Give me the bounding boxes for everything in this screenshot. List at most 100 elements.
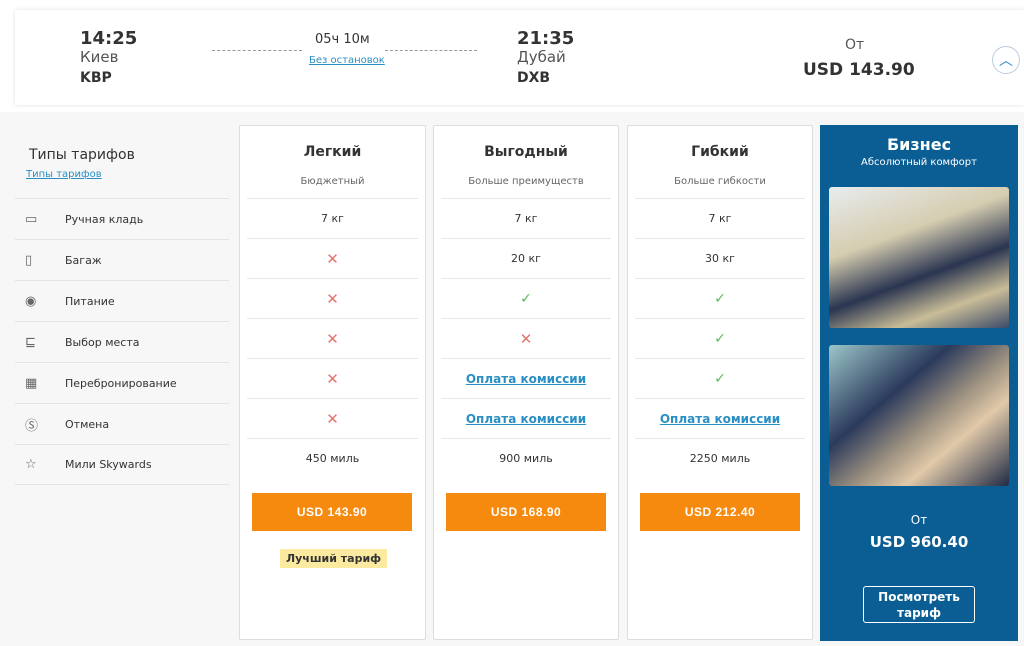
fare-row: ✕ <box>247 238 418 278</box>
feature-row: ▯ Багаж <box>15 239 229 280</box>
fare-row: Оплата комиссии <box>441 398 611 438</box>
fare-name: Гибкий <box>691 144 749 160</box>
feature-row: ▭ Ручная кладь <box>15 198 229 239</box>
fare-row: ✓ <box>635 318 805 358</box>
from-label: От <box>845 37 865 53</box>
fare-row: 2250 миль <box>635 438 805 478</box>
route-line <box>385 50 477 51</box>
fare-row: 30 кг <box>635 238 805 278</box>
fee-link[interactable]: Оплата комиссии <box>465 371 587 386</box>
check-icon: ✓ <box>714 290 726 307</box>
fare-subtitle: Больше преимуществ <box>468 176 584 187</box>
feature-value: 2250 миль <box>689 452 751 465</box>
fare-row: Оплата комиссии <box>635 398 805 438</box>
chevron-up-icon: ︿ <box>999 53 1013 69</box>
departure-city: Киев <box>80 48 119 66</box>
arrival-code: DXB <box>517 70 551 86</box>
cross-icon: ✕ <box>326 249 339 268</box>
feature-value: 30 кг <box>705 252 735 265</box>
fare-row: 20 кг <box>441 238 611 278</box>
feature-row: Ⓢ Отмена <box>15 403 229 444</box>
feature-value: 7 кг <box>514 212 538 225</box>
business-card: Бизнес Абсолютный комфорт От USD 960.40 … <box>820 125 1018 641</box>
fare-card: Выгодный Больше преимуществ 7 кг 20 кг ✓ ✕ О… <box>433 125 619 640</box>
cross-icon: ✕ <box>326 409 339 428</box>
business-from-label: От <box>910 513 928 527</box>
refund-icon: Ⓢ <box>25 418 39 434</box>
cross-icon: ✕ <box>326 289 339 308</box>
feature-label: Питание <box>65 294 115 308</box>
select-fare-button[interactable]: USD 168.90 <box>446 493 606 531</box>
feature-label: Ручная кладь <box>65 212 144 226</box>
arrival-city: Дубай <box>517 48 566 66</box>
feature-row: ⊑ Выбор места <box>15 321 229 362</box>
business-entertainment-image <box>829 345 1009 486</box>
collapse-button[interactable]: ︿ <box>992 46 1020 74</box>
fare-row: 7 кг <box>247 198 418 238</box>
carry-on-bag-icon: ▭ <box>25 211 38 227</box>
cross-icon: ✕ <box>326 329 339 348</box>
cross-icon: ✕ <box>519 329 533 348</box>
business-seats-image <box>829 187 1009 328</box>
fare-row: 7 кг <box>635 198 805 238</box>
flight-summary: 14:25 Киев KBP 05ч 10м Без остановок 21:… <box>15 10 1024 105</box>
fare-row: ✕ <box>247 318 418 358</box>
fare-row: ✕ <box>247 358 418 398</box>
fare-card: Гибкий Больше гибкости 7 кг 30 кг ✓ ✓ ✓ Оплат… <box>627 125 813 640</box>
feature-label: Перебронирование <box>65 376 177 390</box>
departure-code: KBP <box>80 70 112 86</box>
feature-label: Багаж <box>65 253 102 267</box>
stops-link[interactable]: Без остановок <box>309 55 385 66</box>
fare-card: Легкий Бюджетный 7 кг ✕ ✕ ✕ ✕ ✕ 450 миль USD 1… <box>239 125 426 640</box>
select-fare-button[interactable]: USD 212.40 <box>640 493 800 531</box>
fare-row: ✕ <box>441 318 611 358</box>
duration: 05ч 10м <box>315 32 370 47</box>
best-fare-badge: Лучший тариф <box>280 549 388 568</box>
feature-label: Мили Skywards <box>65 458 152 471</box>
fare-row: ✓ <box>635 278 805 318</box>
fare-row: 7 кг <box>441 198 611 238</box>
calendar-icon: ▦ <box>25 375 38 391</box>
feature-label: Выбор места <box>65 335 140 349</box>
star-icon: ☆ <box>25 457 37 472</box>
check-icon: ✓ <box>714 370 726 387</box>
feature-value: 20 кг <box>511 252 541 265</box>
feature-value: 7 кг <box>708 212 732 225</box>
fare-row: ✕ <box>247 398 418 438</box>
luggage-icon: ▯ <box>25 252 33 268</box>
fee-link[interactable]: Оплата комиссии <box>465 411 587 426</box>
feature-row: ▦ Перебронирование <box>15 362 229 403</box>
business-title: Бизнес <box>886 135 952 154</box>
route-line <box>212 50 302 51</box>
fare-types-link[interactable]: Типы тарифов <box>26 169 102 180</box>
check-icon: ✓ <box>714 330 726 347</box>
fare-row: ✓ <box>635 358 805 398</box>
lowest-price: USD 143.90 <box>803 60 915 80</box>
fare-row: ✕ <box>247 278 418 318</box>
feature-row: ◉ Питание <box>15 280 229 321</box>
arrival-time: 21:35 <box>517 28 575 49</box>
feature-value: 7 кг <box>321 212 344 225</box>
fare-row: 450 миль <box>247 438 418 478</box>
departure-time: 14:25 <box>80 28 138 49</box>
fare-features-sidebar: Типы тарифов Типы тарифов ▭ Ручная кладь ▯… <box>15 125 229 485</box>
fare-subtitle: Бюджетный <box>300 176 365 187</box>
fare-row: 900 миль <box>441 438 611 478</box>
fare-name: Легкий <box>303 144 362 160</box>
view-business-fare-button[interactable]: Посмотреть тариф <box>863 586 975 623</box>
business-price: USD 960.40 <box>869 533 969 551</box>
feature-row: ☆ Мили Skywards <box>15 444 229 485</box>
business-subtitle: Абсолютный комфорт <box>861 157 977 168</box>
feature-label: Отмена <box>65 417 110 431</box>
fare-row: Оплата комиссии <box>441 358 611 398</box>
fare-subtitle: Больше гибкости <box>674 176 766 187</box>
check-icon: ✓ <box>520 290 532 307</box>
feature-value: 450 миль <box>305 452 360 465</box>
feature-value: 900 миль <box>499 452 553 465</box>
cross-icon: ✕ <box>326 369 339 388</box>
sidebar-title: Типы тарифов <box>29 147 135 163</box>
select-fare-button[interactable]: USD 143.90 <box>252 493 412 531</box>
fee-link[interactable]: Оплата комиссии <box>659 411 781 426</box>
fare-name: Выгодный <box>484 144 568 160</box>
meal-icon: ◉ <box>25 293 37 309</box>
